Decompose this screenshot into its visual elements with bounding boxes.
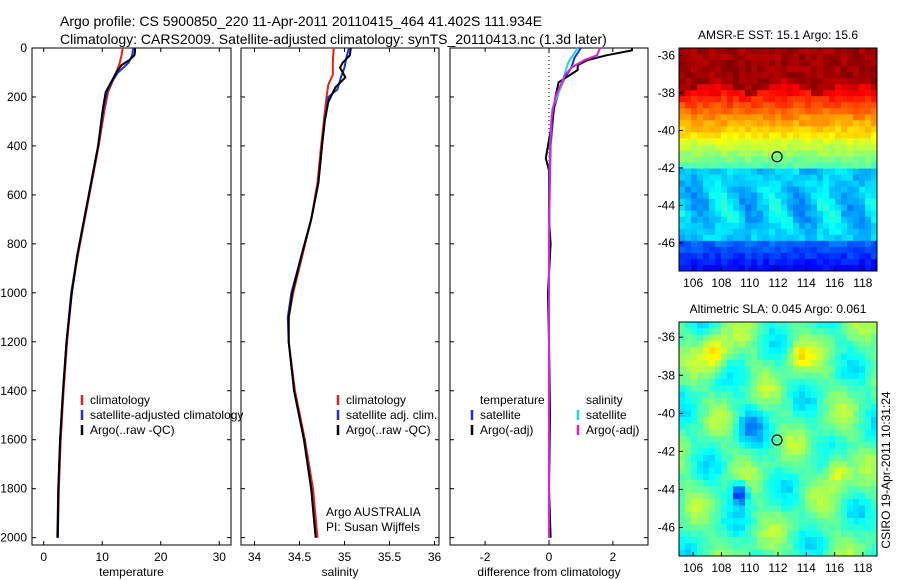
temperature-x-axis-label: temperature <box>99 565 164 579</box>
y-tick-label: -44 <box>658 198 676 212</box>
salinity-x-axis-label: salinity <box>322 565 359 579</box>
difference-x-axis-label: difference from climatology <box>477 565 620 579</box>
y-tick-label: 600 <box>7 188 27 202</box>
sst-title: AMSR-E SST: 15.1 Argo: 15.6 <box>698 28 858 42</box>
sst-heatmap-field <box>679 48 877 271</box>
y-tick-label: -38 <box>658 368 676 382</box>
figure-title-line-2: Climatology: CARS2009. Satellite-adjuste… <box>60 31 607 47</box>
x-tick-label: 118 <box>853 561 872 575</box>
x-tick-label: 35 <box>338 550 352 564</box>
x-tick-label: 30 <box>213 550 227 564</box>
x-tick-label: -2 <box>480 550 491 564</box>
x-tick-label: 110 <box>740 276 759 290</box>
y-tick-label: 2000 <box>0 531 27 545</box>
y-tick-label: -42 <box>658 161 676 175</box>
y-tick-label: 1000 <box>0 286 27 300</box>
x-tick-label: 116 <box>825 276 844 290</box>
x-tick-label: 110 <box>740 561 759 575</box>
profile-location-marker <box>771 151 783 163</box>
float-credit-annotation: PI: Susan Wijffels <box>326 520 420 534</box>
x-tick-label: 106 <box>683 276 703 290</box>
y-tick-label: -42 <box>658 444 676 458</box>
x-tick-label: 118 <box>853 276 872 290</box>
x-tick-label: 114 <box>797 276 816 290</box>
x-tick-label: 0 <box>546 550 553 564</box>
legend-entry: Argo(-adj) <box>586 423 639 437</box>
x-tick-label: 10 <box>96 550 110 564</box>
x-tick-label: 34 <box>248 550 262 564</box>
y-tick-label: -40 <box>658 406 676 420</box>
x-tick-label: 116 <box>825 561 844 575</box>
figure-title-line-1: Argo profile: CS 5900850_220 11-Apr-2011… <box>60 13 543 29</box>
y-tick-label: 1600 <box>0 433 27 447</box>
x-tick-label: 108 <box>711 561 731 575</box>
argo-raw-qc-line <box>56 48 136 538</box>
legend-entry: Argo(-adj) <box>480 423 533 437</box>
x-tick-label: 36 <box>428 550 442 564</box>
temperature-satellite-line <box>548 47 582 538</box>
credit-stamp: CSIRO 19-Apr-2011 10:31:24 <box>879 391 893 549</box>
y-tick-label: -36 <box>658 330 676 344</box>
y-tick-label: 400 <box>7 139 27 153</box>
y-tick-label: 0 <box>20 41 27 55</box>
legend-group-title: temperature <box>480 393 545 407</box>
legend-entry: satellite <box>586 408 627 422</box>
satellite-adj-clim-line <box>286 47 350 538</box>
profile-location-marker <box>771 434 783 446</box>
sla-heatmap-field <box>679 322 877 556</box>
x-tick-label: 2 <box>610 550 617 564</box>
temperature-axes-box <box>31 47 232 546</box>
y-tick-label: 1200 <box>0 335 27 349</box>
legend-entry: satellite-adjusted climatology <box>90 408 243 422</box>
y-tick-label: 1800 <box>0 482 27 496</box>
y-tick-label: -36 <box>658 48 676 62</box>
x-tick-label: 112 <box>768 276 787 290</box>
climatology-line <box>287 47 335 538</box>
legend-entry: Argo(..raw -QC) <box>346 423 431 437</box>
legend-entry: climatology <box>90 393 150 407</box>
satellite-adjusted-climatology-line <box>56 47 135 538</box>
x-tick-label: 108 <box>711 276 731 290</box>
legend-entry: climatology <box>346 393 406 407</box>
x-tick-label: 34.5 <box>288 550 312 564</box>
legend-entry: Argo(..raw -QC) <box>90 423 175 437</box>
y-tick-label: -38 <box>658 86 676 100</box>
x-tick-label: 106 <box>683 561 703 575</box>
legend-group-title: salinity <box>586 393 623 407</box>
x-tick-label: 0 <box>40 550 47 564</box>
x-tick-label: 114 <box>797 561 816 575</box>
argo-raw-qc-line <box>287 47 352 538</box>
climatology-line <box>56 47 124 538</box>
salinity-argo-adj-line <box>548 47 602 538</box>
x-tick-label: 35.5 <box>378 550 402 564</box>
legend-entry: satellite adj. clim. <box>346 408 437 422</box>
legend-entry: satellite <box>480 408 521 422</box>
float-credit-annotation: Argo AUSTRALIA <box>326 505 421 519</box>
y-tick-label: 1400 <box>0 384 27 398</box>
y-tick-label: -46 <box>658 520 676 534</box>
y-tick-label: -46 <box>658 236 676 250</box>
x-tick-label: 112 <box>768 561 787 575</box>
temperature-argo-adj-line <box>544 48 633 538</box>
salinity-axes-box <box>240 47 440 546</box>
y-tick-label: -44 <box>658 482 676 496</box>
sla-title: Altimetric SLA: 0.045 Argo: 0.061 <box>690 302 867 316</box>
temperature-panel: 0 10 20 30 0 200 400 600 800 1000 1200 1400 1600 1800… <box>0 41 243 579</box>
sla-map-panel: Altimetric SLA: 0.045 Argo: 0.061 106 108 1… <box>658 302 878 575</box>
x-tick-label: 20 <box>154 550 168 564</box>
y-tick-label: 200 <box>7 90 27 104</box>
sst-map-panel: AMSR-E SST: 15.1 Argo: 15.6 106 108 110 112 1… <box>658 28 878 290</box>
salinity-panel: 34 34.5 35 35.5 36 salinity climatologysatelli… <box>240 47 442 579</box>
y-tick-label: 800 <box>7 237 27 251</box>
y-tick-label: -40 <box>658 123 676 137</box>
